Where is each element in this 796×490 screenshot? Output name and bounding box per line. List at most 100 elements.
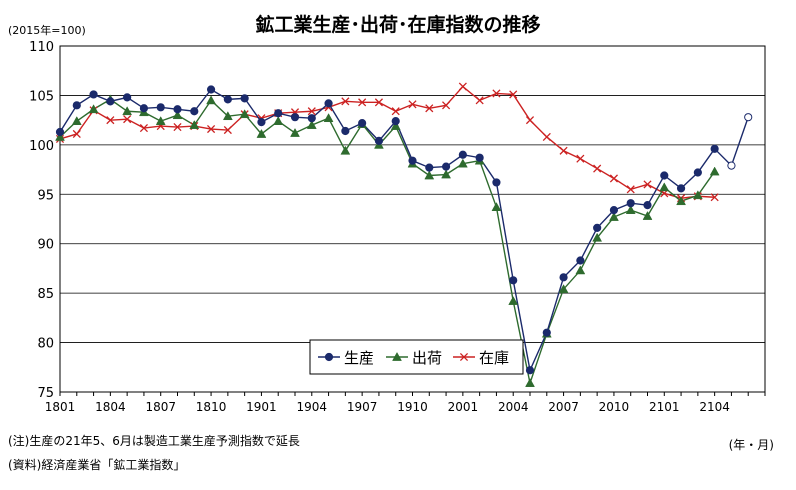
point-shipments [256, 128, 267, 138]
point-production [324, 99, 333, 108]
x-tick-label: 1904 [297, 400, 328, 414]
point-inventory [374, 98, 383, 107]
point-production [676, 184, 686, 193]
point-shipments [55, 131, 65, 141]
point-production [290, 113, 300, 122]
chart-title: 鉱工業生産･出荷･在庫指数の推移 [255, 14, 541, 36]
point-shipments [592, 232, 603, 242]
point-inventory [307, 107, 316, 116]
point-shipments [390, 121, 401, 130]
point-production [391, 117, 400, 126]
point-inventory [593, 164, 602, 173]
point-inventory [425, 104, 434, 113]
x-tick-label: 1807 [145, 400, 176, 414]
point-shipments [642, 211, 653, 220]
point-inventory [173, 123, 182, 132]
point-production [55, 127, 65, 137]
point-production [106, 97, 115, 106]
point-inventory [643, 180, 652, 189]
point-inventory [408, 100, 417, 109]
point-inventory [525, 116, 535, 125]
point-production-forecast [727, 161, 736, 170]
point-production [123, 93, 132, 102]
point-shipments [676, 196, 686, 206]
x-tick-label: 2004 [498, 400, 529, 414]
y-tick-label: 105 [29, 89, 54, 104]
point-production [525, 366, 535, 375]
point-production [240, 94, 249, 103]
point-production [660, 171, 669, 180]
point-shipments [609, 212, 619, 221]
point-shipments [71, 116, 82, 125]
point-shipments [88, 104, 99, 114]
x-axis-unit: (年・月) [728, 438, 774, 452]
point-production [509, 276, 518, 285]
y-axis-unit: (2015年=100) [8, 24, 86, 37]
point-inventory [207, 124, 216, 134]
point-production [408, 156, 417, 165]
point-production [307, 114, 316, 123]
point-inventory [509, 90, 518, 99]
point-shipments [340, 145, 351, 155]
point-inventory [710, 193, 719, 202]
series-line-production-forecast [714, 116, 749, 167]
note-line-1: (注)生産の21年5、6月は製造工業生産予測指数で延長 [8, 434, 300, 448]
point-shipments [239, 109, 250, 119]
point-inventory [475, 96, 484, 105]
point-production [593, 223, 602, 232]
y-tick-label: 100 [29, 139, 54, 154]
legend-marker-production [324, 352, 334, 362]
point-production [425, 163, 434, 172]
point-inventory [341, 97, 350, 106]
y-tick-label: 90 [37, 238, 54, 253]
legend [309, 339, 524, 375]
point-inventory [139, 123, 148, 133]
point-shipments [306, 120, 317, 129]
point-production [643, 201, 652, 210]
point-production [492, 178, 501, 187]
point-inventory [223, 125, 232, 135]
point-production [156, 103, 165, 112]
point-shipments [424, 170, 435, 180]
point-production [475, 153, 484, 162]
point-inventory [458, 82, 467, 91]
point-production [274, 109, 283, 118]
note-line-2: (資料)経済産業省「鉱工業指数」 [8, 458, 186, 472]
legend-label-production: 生産 [344, 349, 374, 367]
point-shipments [222, 111, 233, 121]
point-shipments [491, 202, 502, 211]
point-inventory [123, 115, 132, 124]
y-tick-label: 95 [37, 188, 54, 203]
point-shipments [625, 205, 636, 214]
x-tick-label: 2101 [649, 400, 680, 414]
point-shipments [122, 106, 133, 116]
point-production [341, 126, 350, 136]
point-shipments [575, 265, 586, 275]
point-production [609, 206, 619, 215]
y-tick-label: 110 [29, 40, 54, 55]
point-production-forecast [744, 113, 753, 122]
point-inventory [576, 154, 585, 163]
x-tick-label: 1810 [196, 400, 227, 414]
point-shipments [558, 284, 569, 294]
x-tick-label: 2007 [548, 400, 579, 414]
point-shipments [290, 127, 300, 137]
point-production [223, 95, 232, 104]
point-shipments [323, 113, 334, 123]
point-shipments [525, 378, 535, 387]
x-tick-label: 2104 [699, 400, 730, 414]
x-tick-label: 1801 [45, 400, 76, 414]
point-production [206, 85, 216, 94]
point-production [559, 273, 568, 282]
point-production [358, 119, 367, 128]
point-production [693, 168, 702, 177]
point-shipments [189, 120, 200, 129]
point-inventory [626, 185, 635, 194]
x-tick-label: 2001 [448, 400, 479, 414]
y-tick-label: 75 [37, 386, 54, 401]
point-inventory [542, 132, 551, 142]
point-production [374, 136, 384, 146]
x-tick-label: 1901 [246, 400, 277, 414]
point-shipments [273, 116, 284, 125]
